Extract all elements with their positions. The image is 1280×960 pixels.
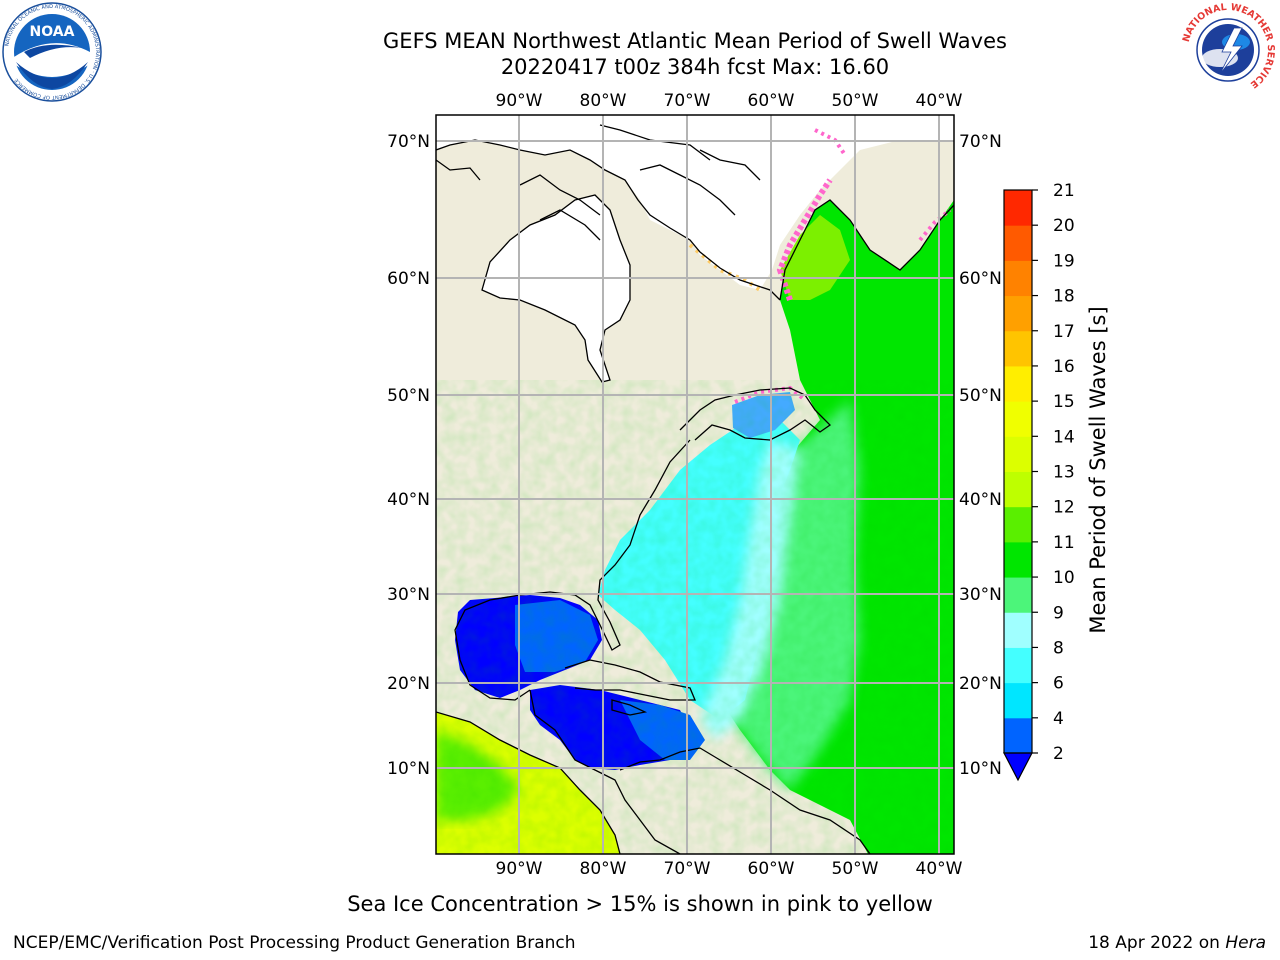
lon-tick-top: 60°W	[748, 91, 795, 111]
colorbar-tick-label: 16	[1053, 357, 1075, 377]
colorbar-segment	[1004, 577, 1032, 613]
colorbar-segment	[1004, 647, 1032, 684]
colorbar	[1003, 189, 1033, 782]
chart-subtitle: 20220417 t00z 384h fcst Max: 16.60	[500, 55, 890, 79]
colorbar-tick-label: 4	[1053, 709, 1064, 729]
colorbar-segment	[1004, 471, 1032, 508]
lat-tick-left: 60°N	[387, 269, 430, 289]
lon-tick-bottom: 90°W	[496, 859, 543, 879]
sea-ice-fringe-2	[688, 243, 762, 292]
colorbar-segment	[1004, 260, 1032, 297]
lat-tick-right: 20°N	[959, 674, 1002, 694]
colorbar-segment	[1004, 295, 1032, 332]
colorbar-tick-label: 2	[1053, 744, 1064, 764]
colorbar-segment	[1004, 506, 1032, 543]
lon-tick-bottom: 60°W	[748, 859, 795, 879]
nws-logo-icon: NATIONAL WEATHER SERVICE	[1181, 2, 1276, 97]
colorbar-tick-label: 6	[1053, 674, 1064, 694]
colorbar-tick-label: 12	[1053, 498, 1075, 518]
colorbar-tick-label: 9	[1053, 603, 1064, 623]
footer-credit: NCEP/EMC/Verification Post Processing Pr…	[13, 933, 576, 953]
lat-ticks-left: 70°N 60°N 50°N 40°N 30°N 20°N 10°N	[387, 132, 430, 779]
colorbar-label: Mean Period of Swell Waves [s]	[1086, 306, 1110, 634]
lon-tick-bottom: 50°W	[832, 859, 879, 879]
colorbar-segment	[1004, 225, 1032, 261]
lat-tick-left: 10°N	[387, 759, 430, 779]
colorbar-segment	[1004, 365, 1032, 402]
colorbar-tick-label: 17	[1053, 322, 1075, 342]
ice-arctic-archipelago	[436, 115, 954, 290]
lat-tick-right: 70°N	[959, 132, 1002, 152]
colorbar-segment	[1004, 717, 1032, 754]
colorbar-segment	[1004, 541, 1032, 578]
lon-tick-top: 40°W	[916, 91, 963, 111]
sea-ice-fringe-4	[734, 385, 807, 404]
map-frame	[435, 114, 955, 855]
lat-tick-right: 40°N	[959, 490, 1002, 510]
lon-tick-bottom: 70°W	[664, 859, 711, 879]
colorbar-tick-label: 18	[1053, 287, 1075, 307]
colorbar-segment	[1004, 330, 1032, 367]
map-area	[436, 115, 954, 854]
lat-tick-right: 60°N	[959, 269, 1002, 289]
footer-date-text: 18 Apr 2022 on	[1088, 933, 1220, 953]
lat-tick-left: 50°N	[387, 386, 430, 406]
lon-tick-top: 50°W	[832, 91, 879, 111]
colorbar-tick-label: 8	[1053, 638, 1064, 658]
colorbar-under-arrow	[1003, 752, 1033, 782]
sea-ice-fringe	[776, 178, 833, 301]
colorbar-tick-label: 10	[1053, 568, 1075, 588]
lat-tick-right: 30°N	[959, 585, 1002, 605]
colorbar-tick-label: 15	[1053, 392, 1075, 412]
lon-tick-bottom: 40°W	[916, 859, 963, 879]
gridlines	[436, 115, 954, 854]
lat-ticks-right: 70°N 60°N 50°N 40°N 30°N 20°N 10°N	[959, 132, 1002, 779]
lat-tick-left: 30°N	[387, 585, 430, 605]
lat-tick-right: 50°N	[959, 386, 1002, 406]
colorbar-segment	[1004, 401, 1032, 437]
colorbar-tick-label: 14	[1053, 427, 1075, 447]
lat-tick-left: 70°N	[387, 132, 430, 152]
lon-tick-top: 70°W	[664, 91, 711, 111]
noaa-logo-text: NOAA	[30, 24, 75, 40]
footer-date: 18 Apr 2022 on Hera	[1088, 932, 1266, 954]
coastlines	[436, 124, 954, 854]
colorbar-tick-label: 20	[1053, 216, 1075, 236]
noaa-logo-icon: NOAA NATIONAL OCEANIC AND ATMOSPHERIC AD…	[2, 2, 102, 102]
lon-ticks-bottom: 90°W 80°W 70°W 60°W 50°W 40°W	[496, 859, 963, 879]
colorbar-tick-label: 21	[1053, 181, 1075, 201]
colorbar-segment	[1004, 682, 1032, 719]
lon-tick-top: 80°W	[580, 91, 627, 111]
colorbar-tick-label: 13	[1053, 463, 1075, 483]
colorbar-segment	[1004, 612, 1032, 648]
lat-tick-left: 40°N	[387, 490, 430, 510]
chart-title: GEFS MEAN Northwest Atlantic Mean Period…	[383, 29, 1007, 53]
colorbar-tick-label: 11	[1053, 533, 1075, 553]
lat-tick-left: 20°N	[387, 674, 430, 694]
lon-tick-top: 90°W	[496, 91, 543, 111]
footer-machine: Hera	[1225, 933, 1266, 953]
lon-tick-bottom: 80°W	[580, 859, 627, 879]
lat-tick-right: 10°N	[959, 759, 1002, 779]
colorbar-ticks: 2 4 6 8 9 10 11 12 13 14 15 16 17 18 19 20 21	[1032, 181, 1075, 764]
sea-ice-note: Sea Ice Concentration > 15% is shown in …	[347, 892, 933, 916]
colorbar-segment	[1004, 190, 1032, 226]
colorbar-tick-label: 19	[1053, 251, 1075, 271]
colorbar-segment	[1004, 436, 1032, 472]
lon-ticks-top: 90°W 80°W 70°W 60°W 50°W 40°W	[496, 91, 963, 111]
